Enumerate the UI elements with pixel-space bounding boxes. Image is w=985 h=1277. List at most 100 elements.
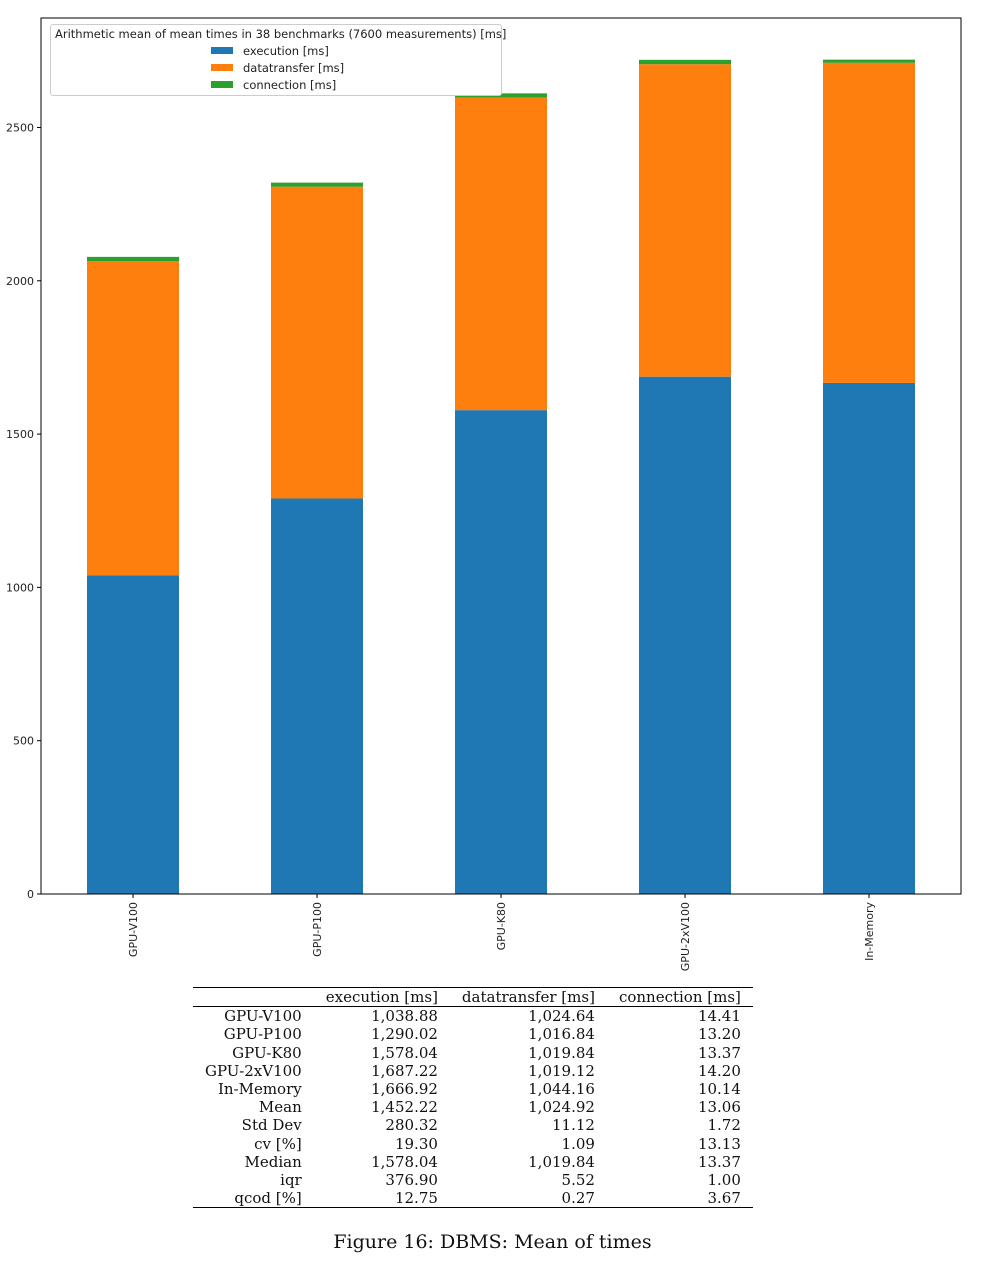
y-tick-label: 1000 bbox=[6, 581, 34, 594]
table-cell: 1,044.16 bbox=[528, 1080, 595, 1099]
bar-connection-gpu-2xv100 bbox=[639, 59, 731, 65]
row-label: GPU-K80 bbox=[232, 1043, 302, 1062]
row-label: Median bbox=[244, 1152, 302, 1171]
y-axis: 0 500 1000 1500 2000 2500 bbox=[6, 121, 41, 901]
table-cell: 280.32 bbox=[385, 1116, 438, 1135]
table-row: cv [%] 19.30 1.09 13.13 bbox=[193, 1135, 753, 1153]
row-label: GPU-P100 bbox=[223, 1025, 302, 1044]
bar-datatransfer-gpu-v100 bbox=[87, 261, 179, 576]
row-label: qcod [%] bbox=[234, 1189, 302, 1208]
bar-datatransfer-in-memory bbox=[823, 62, 915, 383]
table-cell: 13.37 bbox=[697, 1152, 741, 1171]
table-cell: 13.37 bbox=[697, 1043, 741, 1062]
row-label: Mean bbox=[258, 1098, 302, 1117]
bar-execution-gpu-v100 bbox=[87, 575, 179, 894]
x-tick-label: GPU-V100 bbox=[127, 902, 140, 957]
table-cell: 13.13 bbox=[697, 1134, 741, 1153]
bar-datatransfer-gpu-p100 bbox=[271, 186, 363, 499]
legend-title: Arithmetic mean of mean times in 38 benc… bbox=[55, 27, 507, 41]
table-cell: 10.14 bbox=[697, 1080, 741, 1099]
statistics-table: execution [ms] datatransfer [ms] connect… bbox=[193, 987, 753, 1208]
bar-execution-in-memory bbox=[823, 382, 915, 894]
table-row: qcod [%] 12.75 0.27 3.67 bbox=[193, 1189, 753, 1208]
table-cell: 13.06 bbox=[697, 1098, 741, 1117]
table-cell: 1,578.04 bbox=[371, 1152, 438, 1171]
table-header-cell: datatransfer [ms] bbox=[461, 988, 595, 1006]
table-row: Mean 1,452.22 1,024.92 13.06 bbox=[193, 1098, 753, 1116]
table-row: GPU-V100 1,038.88 1,024.64 14.41 bbox=[193, 1007, 753, 1026]
table-cell: 13.20 bbox=[697, 1025, 741, 1044]
table-cell: 11.12 bbox=[551, 1116, 595, 1135]
x-axis: GPU-V100 GPU-P100 GPU-K80 GPU-2xV100 In-Memo… bbox=[127, 894, 876, 971]
table-row: Std Dev 280.32 11.12 1.72 bbox=[193, 1116, 753, 1134]
table-header-cell: connection [ms] bbox=[618, 988, 741, 1006]
table-cell: 1,024.92 bbox=[528, 1098, 595, 1117]
table-cell: 1,687.22 bbox=[371, 1061, 438, 1080]
x-tick-label: GPU-2xV100 bbox=[679, 902, 692, 971]
table-header-cell bbox=[193, 988, 314, 1007]
y-tick-label: 2500 bbox=[6, 121, 34, 134]
table-cell: 14.20 bbox=[697, 1061, 741, 1080]
legend-label-datatransfer: datatransfer [ms] bbox=[243, 61, 345, 75]
table-cell: 1,019.84 bbox=[528, 1152, 595, 1171]
legend-label-execution: execution [ms] bbox=[243, 44, 329, 58]
table-cell: 1,038.88 bbox=[371, 1007, 438, 1026]
table-row: Median 1,578.04 1,019.84 13.37 bbox=[193, 1153, 753, 1171]
bars-layer bbox=[87, 59, 915, 894]
table-cell: 1.72 bbox=[707, 1116, 741, 1135]
bar-datatransfer-gpu-2xv100 bbox=[639, 64, 731, 377]
table-cell: 1,290.02 bbox=[371, 1025, 438, 1044]
chart-legend: Arithmetic mean of mean times in 38 benc… bbox=[50, 24, 506, 96]
row-label: cv [%] bbox=[254, 1134, 302, 1153]
table-cell: 1.00 bbox=[707, 1171, 741, 1190]
table-cell: 1,019.84 bbox=[528, 1043, 595, 1062]
y-tick-label: 500 bbox=[13, 735, 34, 748]
legend-swatch-datatransfer bbox=[211, 64, 233, 71]
bar-execution-gpu-2xv100 bbox=[639, 376, 731, 894]
table-cell: 1,578.04 bbox=[371, 1043, 438, 1062]
y-tick-label: 1500 bbox=[6, 428, 34, 441]
table-row: iqr 376.90 5.52 1.00 bbox=[193, 1171, 753, 1189]
table-cell: 1,024.64 bbox=[528, 1007, 595, 1026]
bar-connection-in-memory bbox=[823, 59, 915, 63]
y-tick-label: 0 bbox=[27, 888, 34, 901]
row-label: GPU-2xV100 bbox=[205, 1061, 302, 1080]
table-cell: 1.09 bbox=[561, 1134, 595, 1153]
table-row: GPU-2xV100 1,687.22 1,019.12 14.20 bbox=[193, 1062, 753, 1080]
row-label: GPU-V100 bbox=[224, 1007, 302, 1026]
table-header-cell: execution [ms] bbox=[325, 988, 438, 1006]
table-cell: 376.90 bbox=[385, 1171, 438, 1190]
table-cell: 14.41 bbox=[697, 1007, 741, 1026]
row-label: In-Memory bbox=[217, 1080, 302, 1099]
bar-connection-gpu-p100 bbox=[271, 182, 363, 187]
bar-connection-gpu-v100 bbox=[87, 256, 179, 262]
table-cell: 1,666.92 bbox=[371, 1080, 438, 1099]
table-cell: 1,016.84 bbox=[528, 1025, 595, 1044]
table-cell: 1,452.22 bbox=[371, 1098, 438, 1117]
table-cell: 5.52 bbox=[561, 1171, 595, 1190]
bar-datatransfer-gpu-k80 bbox=[455, 97, 547, 411]
legend-label-connection: connection [ms] bbox=[243, 78, 337, 92]
table-cell: 0.27 bbox=[561, 1189, 595, 1208]
table-row: In-Memory 1,666.92 1,044.16 10.14 bbox=[193, 1080, 753, 1098]
table-body: GPU-V100 1,038.88 1,024.64 14.41 GPU-P100 1,2… bbox=[193, 1007, 753, 1208]
y-tick-label: 2000 bbox=[6, 275, 34, 288]
figure-caption: Figure 16: DBMS: Mean of times bbox=[333, 1231, 652, 1253]
plot-frame bbox=[40, 17, 962, 895]
table-cell: 19.30 bbox=[394, 1134, 438, 1153]
bar-connection-gpu-k80 bbox=[455, 93, 547, 98]
table-cell: 12.75 bbox=[394, 1189, 438, 1208]
table-header-row: execution [ms] datatransfer [ms] connect… bbox=[193, 987, 753, 1007]
x-tick-label: GPU-P100 bbox=[311, 902, 324, 957]
bar-execution-gpu-k80 bbox=[455, 410, 547, 894]
row-label: iqr bbox=[280, 1171, 302, 1190]
legend-swatch-connection bbox=[211, 81, 233, 88]
x-tick-label: GPU-K80 bbox=[495, 902, 508, 950]
x-tick-label: In-Memory bbox=[863, 902, 876, 961]
table-cell: 1,019.12 bbox=[528, 1061, 595, 1080]
table-cell: 3.67 bbox=[707, 1189, 741, 1208]
bar-execution-gpu-p100 bbox=[271, 498, 363, 894]
legend-swatch-execution bbox=[211, 47, 233, 54]
row-label: Std Dev bbox=[241, 1116, 302, 1135]
